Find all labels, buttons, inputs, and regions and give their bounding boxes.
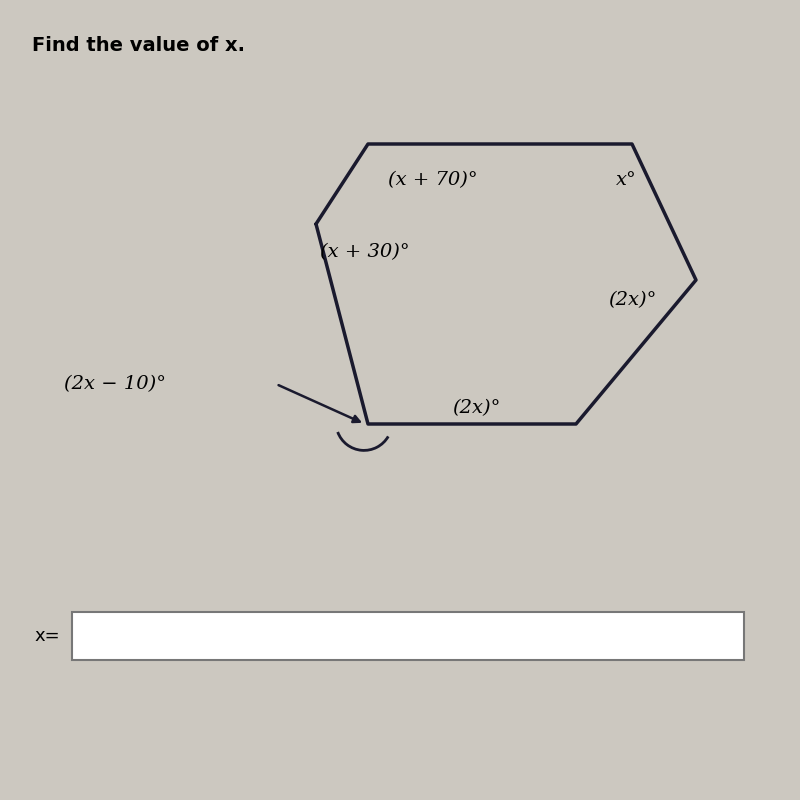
Text: (x + 70)°: (x + 70)° bbox=[388, 171, 478, 189]
Text: (2x)°: (2x)° bbox=[452, 399, 500, 417]
Text: x=: x= bbox=[34, 627, 60, 645]
FancyBboxPatch shape bbox=[72, 612, 744, 660]
Text: Find the value of x.: Find the value of x. bbox=[32, 36, 245, 55]
Text: x°: x° bbox=[616, 171, 637, 189]
Text: (2x − 10)°: (2x − 10)° bbox=[64, 375, 166, 393]
Text: (x + 30)°: (x + 30)° bbox=[320, 243, 410, 261]
Text: (2x)°: (2x)° bbox=[608, 291, 656, 309]
